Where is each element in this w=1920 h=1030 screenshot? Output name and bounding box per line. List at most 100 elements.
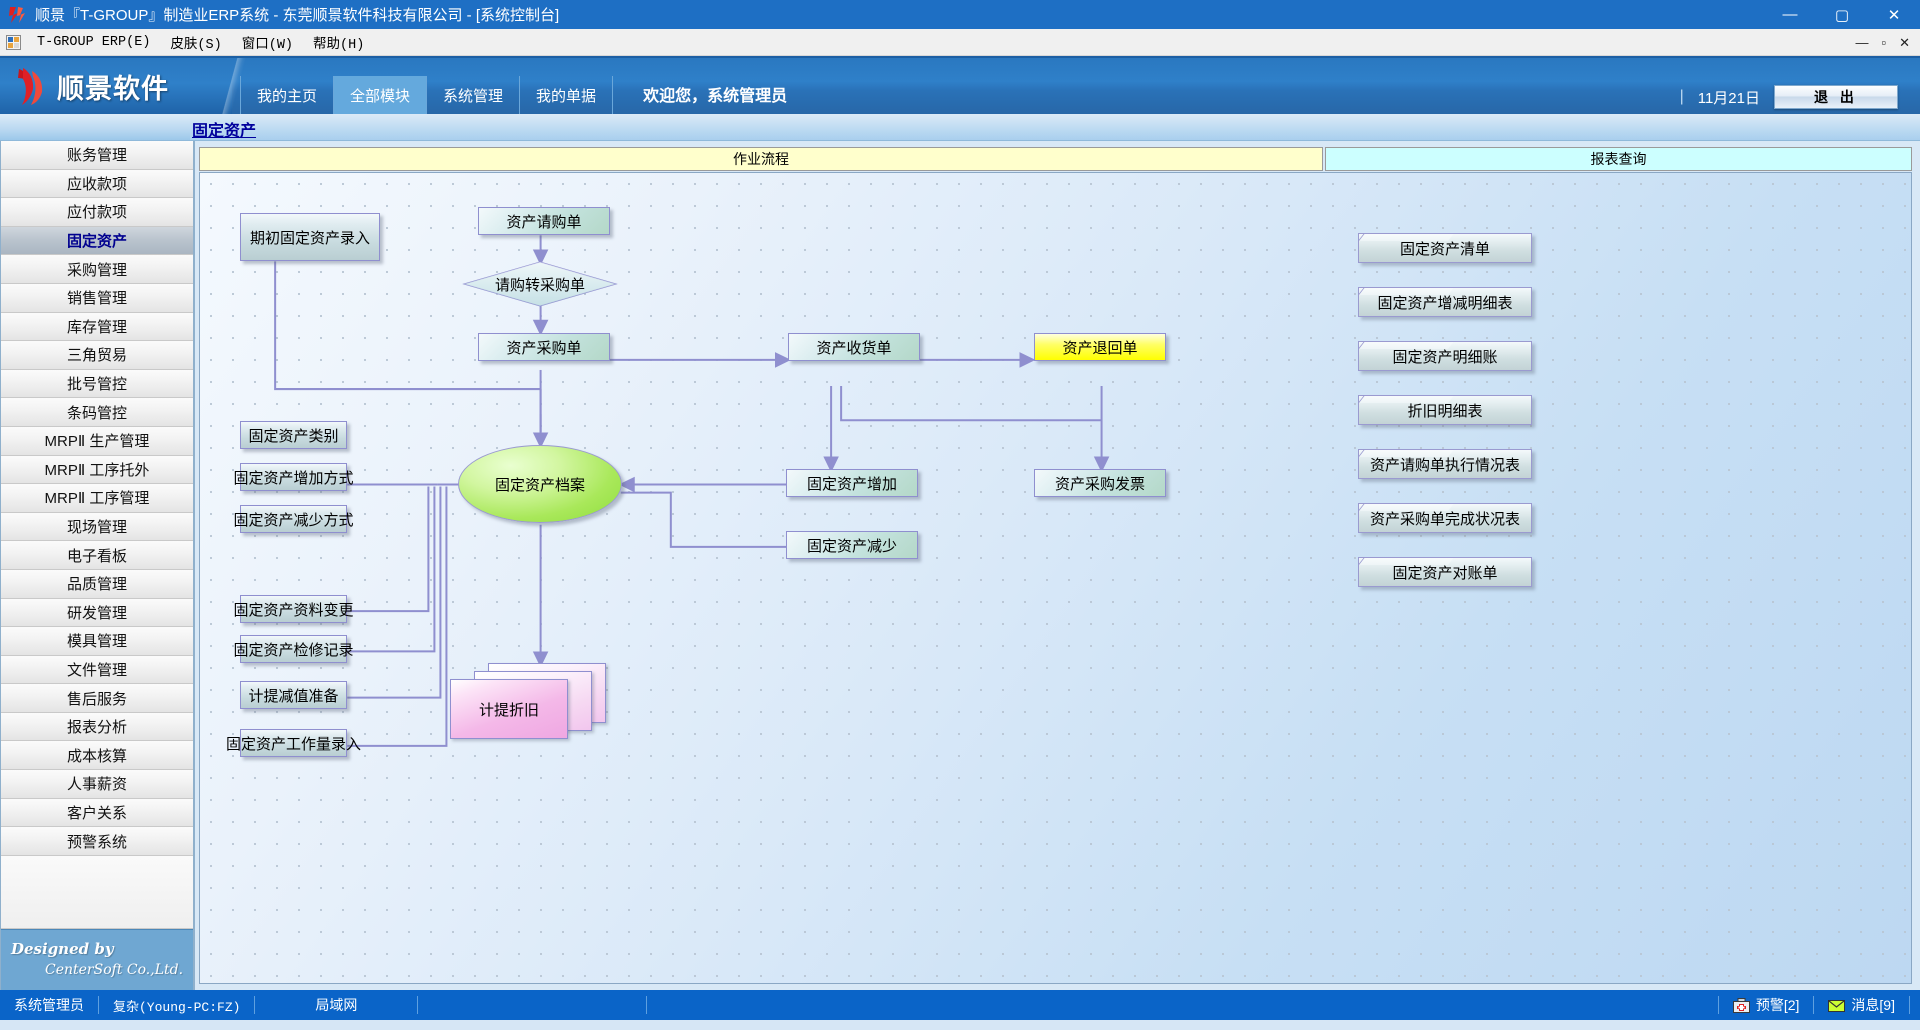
- node-fixed-asset-maintenance-record[interactable]: 固定资产检修记录: [234, 635, 354, 663]
- header-right-area: | 11月21日 退 出: [1680, 85, 1920, 114]
- sidebar-item-cost-accounting[interactable]: 成本核算: [1, 741, 193, 771]
- logout-button[interactable]: 退 出: [1774, 85, 1898, 109]
- sidebar-item-after-sales[interactable]: 售后服务: [1, 684, 193, 713]
- module-content: 作业流程 报表查询: [195, 141, 1920, 990]
- status-alert-button[interactable]: 预警[2]: [1719, 990, 1814, 1020]
- tab-report-query[interactable]: 报表查询: [1325, 147, 1912, 171]
- sidebar-item-sales[interactable]: 销售管理: [1, 283, 193, 313]
- sidebar-item-hr-payroll[interactable]: 人事薪资: [1, 770, 193, 799]
- node-fixed-asset-data-change[interactable]: 固定资产资料变更: [234, 595, 354, 623]
- maximize-button[interactable]: ▢: [1834, 6, 1850, 24]
- module-sidebar: 账务管理 应收款项 应付款项 固定资产 采购管理 销售管理 库存管理 三角贸易 …: [0, 141, 195, 990]
- report-button-asset-reconciliation[interactable]: 固定资产对账单: [1358, 557, 1532, 587]
- status-message-button[interactable]: 消息[9]: [1814, 990, 1909, 1020]
- node-asset-requisition[interactable]: 资产请购单: [478, 207, 610, 235]
- node-requisition-to-po[interactable]: 请购转采购单: [462, 261, 618, 307]
- node-asset-purchase-invoice[interactable]: 资产采购发票: [1034, 469, 1166, 497]
- brand-name: 顺景软件: [57, 73, 169, 104]
- menu-bar: T-GROUP ERP(E) 皮肤(S) 窗口(W) 帮助(H) — ▫ ✕: [0, 29, 1920, 56]
- nav-tab-modules[interactable]: 全部模块: [333, 76, 427, 114]
- sidebar-item-payables[interactable]: 应付款项: [1, 198, 193, 227]
- window-controls: — ▢ ✕: [1764, 0, 1920, 29]
- node-fixed-asset-workload-entry[interactable]: 固定资产工作量录入: [226, 729, 361, 757]
- sidebar-item-purchasing[interactable]: 采购管理: [1, 255, 193, 284]
- report-button-depreciation-detail[interactable]: 折旧明细表: [1358, 395, 1532, 425]
- status-divider: [98, 996, 99, 1014]
- window-title-bar: 顺景『T-GROUP』制造业ERP系统 - 东莞顺景软件科技有限公司 - [系统…: [0, 0, 1920, 29]
- report-button-po-completion[interactable]: 资产采购单完成状况表: [1358, 503, 1532, 533]
- node-fixed-asset-archive[interactable]: 固定资产档案: [458, 445, 622, 523]
- menu-item-skin[interactable]: 皮肤(S): [170, 37, 222, 53]
- status-divider: [1909, 996, 1910, 1014]
- node-depreciation-stack[interactable]: 计提折旧: [450, 663, 620, 743]
- node-label: 请购转采购单: [494, 276, 585, 294]
- mdi-restore-button[interactable]: ▫: [1881, 34, 1887, 50]
- mdi-minimize-button[interactable]: —: [1855, 34, 1869, 50]
- node-asset-return[interactable]: 资产退回单: [1034, 333, 1166, 361]
- menu-item-help[interactable]: 帮助(H): [313, 37, 365, 53]
- sidebar-item-alert-system[interactable]: 预警系统: [1, 827, 193, 856]
- sidebar-item-mrp2-process[interactable]: MRPⅡ 工序管理: [1, 484, 193, 513]
- sidebar-item-report-analysis[interactable]: 报表分析: [1, 712, 193, 742]
- nav-tab-docs[interactable]: 我的单据: [519, 76, 614, 114]
- sidebar-item-barcode[interactable]: 条码管控: [1, 398, 193, 427]
- header-date: 11月21日: [1697, 89, 1760, 107]
- status-divider: [646, 996, 648, 1014]
- node-fixed-asset-increase-method[interactable]: 固定资产增加方式: [234, 463, 354, 491]
- sidebar-item-receivables[interactable]: 应收款项: [1, 169, 193, 199]
- report-button-asset-ledger[interactable]: 固定资产明细账: [1358, 341, 1532, 371]
- nav-tab-home[interactable]: 我的主页: [240, 76, 333, 114]
- sidebar-item-mold[interactable]: 模具管理: [1, 627, 193, 656]
- status-empty-cell: [418, 990, 646, 1020]
- sidebar-item-quality[interactable]: 品质管理: [1, 569, 193, 599]
- sidebar-item-accounting[interactable]: 账务管理: [1, 141, 193, 170]
- node-initial-asset-entry[interactable]: 期初固定资产录入: [240, 213, 380, 261]
- mdi-child-icon: [6, 34, 21, 50]
- mdi-close-button[interactable]: ✕: [1899, 34, 1910, 50]
- close-button[interactable]: ✕: [1887, 6, 1901, 24]
- menu-item-erp[interactable]: T-GROUP ERP(E): [37, 34, 151, 50]
- sidebar-item-kanban[interactable]: 电子看板: [1, 541, 193, 570]
- node-fixed-asset-increase[interactable]: 固定资产增加: [786, 469, 918, 497]
- node-impairment-provision[interactable]: 计提减值准备: [240, 681, 347, 709]
- depreciation-card-front[interactable]: 计提折旧: [450, 679, 568, 739]
- sidebar-item-mrp2-outsourcing[interactable]: MRPⅡ 工序托外: [1, 455, 193, 485]
- window-title-text: 顺景『T-GROUP』制造业ERP系统 - 东莞顺景软件科技有限公司 - [系统…: [35, 7, 560, 24]
- credit-line-2: CenterSoft Co.,Ltd.: [45, 962, 184, 978]
- sidebar-filler: [1, 855, 193, 929]
- mdi-window-controls: — ▫ ✕: [1855, 29, 1916, 55]
- report-button-asset-list[interactable]: 固定资产清单: [1358, 233, 1532, 263]
- sidebar-credit: Designed by CenterSoft Co.,Ltd.: [1, 929, 193, 990]
- minimize-button[interactable]: —: [1782, 6, 1798, 23]
- status-message-label: 消息[9]: [1851, 997, 1895, 1013]
- sidebar-item-shopfloor[interactable]: 现场管理: [1, 512, 193, 542]
- node-asset-purchase-order[interactable]: 资产采购单: [478, 333, 610, 361]
- module-strip-left: [0, 114, 190, 140]
- sidebar-item-crm[interactable]: 客户关系: [1, 798, 193, 828]
- nav-tab-system[interactable]: 系统管理: [426, 76, 519, 114]
- status-divider: [254, 996, 256, 1014]
- sidebar-item-triangle-trade[interactable]: 三角贸易: [1, 341, 193, 370]
- sidebar-item-fixed-assets[interactable]: 固定资产: [1, 226, 193, 256]
- shunjing-logo-icon: [14, 66, 52, 106]
- sidebar-item-inventory[interactable]: 库存管理: [1, 312, 193, 342]
- status-alert-label: 预警[2]: [1755, 997, 1800, 1013]
- sidebar-item-rnd[interactable]: 研发管理: [1, 598, 193, 628]
- tab-work-flow[interactable]: 作业流程: [199, 147, 1323, 171]
- menu-item-window[interactable]: 窗口(W): [241, 37, 294, 53]
- report-button-increase-decrease-detail[interactable]: 固定资产增减明细表: [1358, 287, 1532, 317]
- sidebar-item-mrp2-production[interactable]: MRPⅡ 生产管理: [1, 426, 193, 456]
- node-fixed-asset-decrease-method[interactable]: 固定资产减少方式: [234, 505, 354, 533]
- node-fixed-asset-category[interactable]: 固定资产类别: [240, 421, 347, 449]
- body-row: 账务管理 应收款项 应付款项 固定资产 采购管理 销售管理 库存管理 三角贸易 …: [0, 141, 1920, 990]
- first-aid-kit-icon: [1732, 997, 1750, 1013]
- status-divider: [1717, 996, 1719, 1014]
- module-title-strip: 固定资产: [0, 114, 1920, 141]
- node-asset-receipt[interactable]: 资产收货单: [788, 333, 920, 361]
- report-button-requisition-execution[interactable]: 资产请购单执行情况表: [1358, 449, 1532, 479]
- status-database: 复杂(Young-PC:FZ): [113, 999, 241, 1015]
- sidebar-item-batch-control[interactable]: 批号管控: [1, 369, 193, 399]
- node-fixed-asset-decrease[interactable]: 固定资产减少: [786, 531, 918, 559]
- sidebar-item-document[interactable]: 文件管理: [1, 655, 193, 685]
- status-network: 局域网: [315, 997, 358, 1013]
